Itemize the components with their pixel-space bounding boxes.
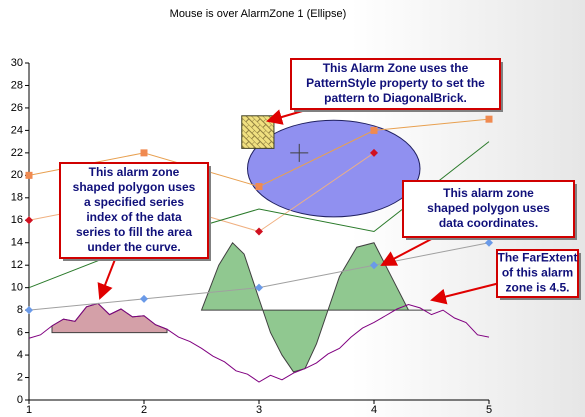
callout-text: pattern to DiagonalBrick.: [324, 91, 467, 105]
callout-box: [496, 249, 579, 298]
point: [255, 283, 263, 292]
callout-text: of this alarm: [502, 266, 573, 280]
y-tick-label: 12: [11, 259, 23, 271]
callout-text: zone is 4.5.: [505, 281, 569, 295]
point: [370, 126, 378, 134]
x-tick-label: 3: [256, 404, 262, 416]
chart-title: Mouse is over AlarmZone 1 (Ellipse): [170, 8, 347, 20]
y-tick-label: 8: [17, 304, 23, 316]
y-tick-label: 24: [11, 124, 23, 136]
point: [140, 149, 148, 157]
y-tick-label: 18: [11, 192, 23, 204]
y-tick-label: 10: [11, 282, 23, 294]
callout-box: [290, 58, 501, 110]
callout-text: This alarm zone: [89, 165, 180, 179]
y-tick-label: 16: [11, 214, 23, 226]
point: [25, 171, 33, 179]
y-tick-label: 30: [11, 57, 23, 69]
callout-text: The FarExtent: [497, 251, 577, 265]
point: [255, 183, 263, 191]
y-tick-label: 14: [11, 237, 23, 249]
y-tick-label: 22: [11, 147, 23, 159]
callout-text: PatternStyle property to set the: [306, 76, 485, 90]
point: [370, 261, 378, 270]
callout-text: index of the data: [86, 210, 182, 224]
x-tick-label: 4: [371, 404, 377, 416]
point: [25, 306, 33, 315]
callout-text: series to fill the area: [76, 225, 192, 239]
y-tick-label: 2: [17, 371, 23, 383]
callout-box: [402, 180, 575, 238]
callout-text: under the curve.: [87, 240, 180, 254]
point: [485, 115, 493, 123]
callout-text: data coordinates.: [439, 216, 538, 230]
cross-cursor: [290, 143, 309, 162]
alarm-ellipse: [247, 119, 421, 218]
point: [255, 227, 263, 236]
y-tick-label: 26: [11, 102, 23, 114]
y-tick-label: 0: [17, 394, 23, 406]
y-tick-label: 4: [17, 349, 23, 361]
x-tick-label: 1: [26, 404, 32, 416]
callout-text: shaped polygon uses: [427, 201, 550, 215]
x-tick-label: 2: [141, 404, 147, 416]
alarm-series-fill: [51, 302, 168, 334]
callout-text: This alarm zone: [443, 186, 534, 200]
y-tick-label: 28: [11, 79, 23, 91]
callout-text: shaped polygon uses: [73, 180, 196, 194]
alarm-polygon: [200, 241, 432, 373]
callout-box: [59, 162, 209, 259]
point: [370, 148, 378, 157]
x-tick-label: 5: [486, 404, 492, 416]
callout-text: a specified series: [84, 195, 184, 209]
point: [485, 238, 493, 247]
y-tick-label: 6: [17, 327, 23, 339]
point: [140, 294, 148, 303]
point: [25, 216, 33, 225]
callout-text: This Alarm Zone uses the: [323, 61, 469, 75]
wave-line: [28, 302, 490, 383]
y-tick-label: 20: [11, 169, 23, 181]
